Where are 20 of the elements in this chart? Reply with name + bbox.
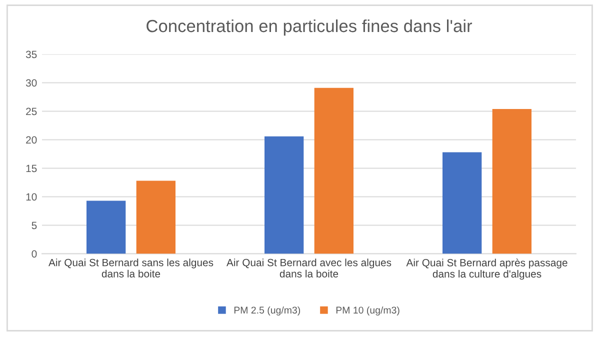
- y-tick-label: 20: [26, 136, 37, 144]
- y-tick-label: 10: [26, 193, 37, 201]
- bar: [136, 180, 176, 254]
- bar: [86, 200, 126, 254]
- legend-label: PM 2.5 (ug/m3): [234, 306, 300, 316]
- bar: [492, 108, 532, 254]
- bar: [264, 136, 304, 254]
- y-tick-label: 35: [26, 50, 37, 58]
- y-tick-label: 0: [32, 250, 37, 258]
- y-tick-label: 5: [32, 222, 37, 230]
- x-tick-label: Air Quai St Bernard sans les algues dans la boite: [48, 258, 214, 278]
- y-tick-label: 15: [26, 164, 37, 172]
- chart-title: Concentration en particules fines dans l'air: [146, 19, 472, 36]
- legend-label: PM 10 (ug/m3): [336, 306, 400, 316]
- bar: [314, 88, 354, 254]
- x-tick-label: Air Quai St Bernard avec les algues dans la boite: [226, 258, 392, 278]
- y-tick-label: 25: [26, 108, 37, 116]
- x-tick-label: Air Quai St Bernard après passage dans la culture d'algues: [406, 258, 568, 280]
- bar: [442, 152, 482, 254]
- y-tick-label: 30: [26, 79, 37, 87]
